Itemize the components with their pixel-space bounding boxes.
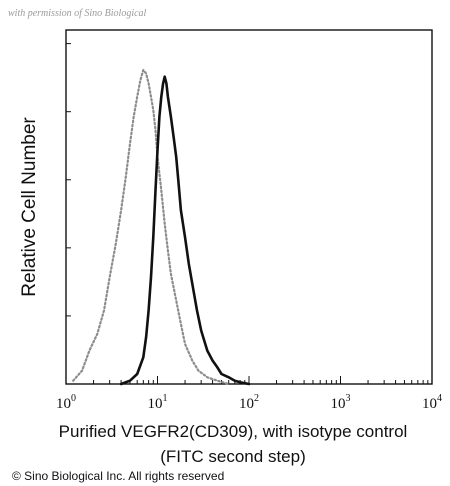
y-axis-label: Relative Cell Number — [19, 117, 40, 297]
x-axis-ticks — [65, 376, 433, 384]
series-layer — [72, 68, 251, 386]
x-tick-label: 100 — [56, 393, 76, 412]
x-tick-label: 102 — [239, 393, 259, 412]
plot-frame — [65, 29, 433, 385]
x-tick-label: 104 — [422, 393, 442, 412]
x-axis-label-line-1: Purified VEGFR2(CD309), with isotype con… — [59, 422, 408, 441]
isotype-control-curve — [72, 68, 230, 386]
x-axis-tick-labels: 100 101 102 103 104 — [56, 393, 442, 412]
x-tick-label: 103 — [331, 393, 351, 412]
x-tick-label: 101 — [148, 393, 168, 412]
vegfr2-curve — [119, 75, 251, 386]
watermark-text: with permission of Sino Biological — [8, 8, 147, 19]
y-axis-ticks — [66, 43, 71, 317]
x-axis-label-line-2: (FITC second step) — [160, 447, 306, 466]
copyright-text: © Sino Biological Inc. All rights reserv… — [12, 469, 224, 483]
